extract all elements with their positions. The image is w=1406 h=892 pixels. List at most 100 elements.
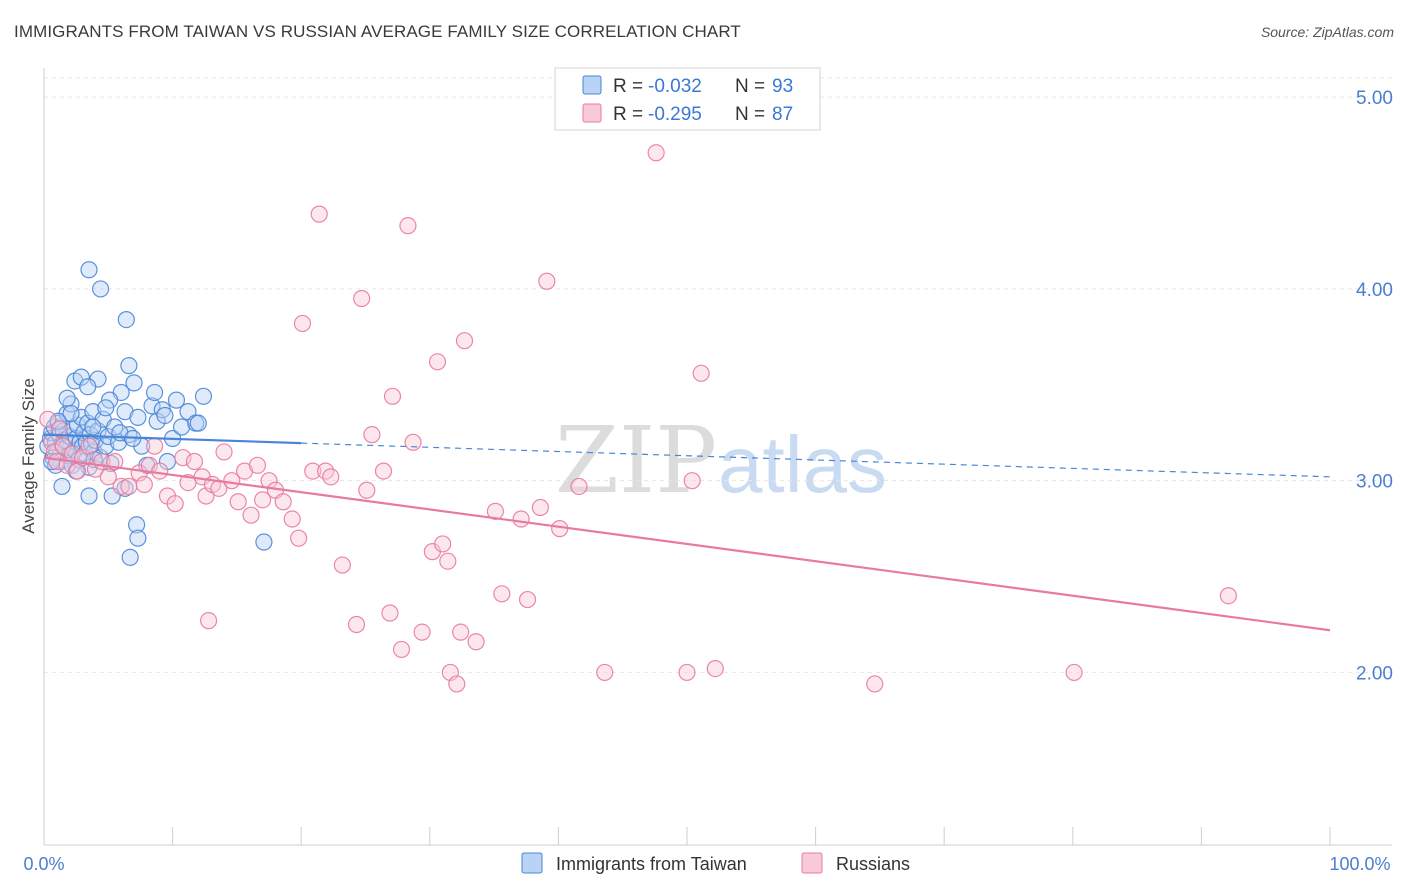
- legend-swatch-taiwan: [582, 75, 602, 95]
- russian-point: [678, 663, 696, 682]
- russian-point: [215, 443, 233, 461]
- russian-point: [383, 387, 402, 405]
- y-tick-label: 5.00: [1356, 88, 1393, 109]
- bottom-legend-russians: Russians: [836, 854, 910, 874]
- legend-swatch-russians: [582, 103, 602, 123]
- series-legend: Immigrants from Taiwan Russians: [521, 852, 910, 874]
- bottom-legend-swatch-russians: [801, 852, 823, 874]
- bottom-legend-taiwan: Immigrants from Taiwan: [556, 854, 747, 874]
- russian-point: [140, 456, 159, 474]
- russian-point: [50, 420, 69, 438]
- taiwan-point: [194, 387, 213, 405]
- russian-point: [229, 493, 247, 511]
- y-tick-label: 3.00: [1356, 472, 1393, 493]
- russian-point: [333, 556, 351, 574]
- russian-point: [185, 452, 204, 471]
- russian-point: [404, 433, 422, 451]
- russian-point: [1219, 587, 1238, 605]
- axes: 2.00 3.00 4.00 5.00 0.0% 100.0%: [23, 68, 1393, 874]
- taiwan-trend-solid: [43, 433, 302, 445]
- legend-r-russians: -0.295: [648, 104, 702, 125]
- russian-point: [283, 510, 301, 528]
- taiwan-point: [143, 397, 161, 415]
- russian-point: [99, 468, 117, 486]
- russian-point: [39, 410, 57, 428]
- legend-r-label-russians: R =: [613, 104, 643, 125]
- taiwan-point: [129, 529, 147, 547]
- taiwan-point: [120, 357, 138, 375]
- russian-point: [596, 663, 614, 682]
- russian-point: [304, 462, 322, 480]
- russian-point: [200, 612, 218, 630]
- russian-point: [353, 289, 371, 308]
- correlation-legend: R = -0.032 N = 93 R = -0.295 N = 87: [554, 67, 821, 131]
- russian-point: [293, 314, 312, 333]
- taiwan-point: [255, 533, 273, 551]
- x-tick-label-max: 100.0%: [1329, 854, 1390, 874]
- legend-n-label-taiwan: N =: [735, 76, 765, 97]
- russian-point: [310, 205, 328, 223]
- gridlines: [44, 77, 1392, 673]
- russian-point: [493, 585, 511, 603]
- russian-point: [223, 472, 241, 490]
- russian-point: [120, 477, 138, 496]
- watermark-zip: ZIP: [555, 407, 717, 514]
- taiwan-point: [80, 261, 98, 279]
- taiwan-point: [62, 404, 80, 423]
- taiwan-point: [156, 406, 174, 425]
- taiwan-point: [58, 389, 76, 407]
- russian-point: [381, 604, 399, 622]
- taiwan-point: [121, 548, 139, 566]
- russian-trend: [43, 456, 1331, 632]
- russian-point: [363, 426, 381, 444]
- y-tick-label: 4.00: [1356, 280, 1393, 301]
- russian-point: [151, 462, 169, 480]
- russian-point: [448, 675, 466, 693]
- russian-point: [570, 477, 588, 496]
- taiwan-point: [72, 368, 90, 386]
- russian-point: [647, 144, 665, 162]
- russian-point: [248, 456, 267, 474]
- taiwan-point: [189, 414, 207, 432]
- russian-point: [439, 552, 457, 570]
- taiwan-point: [79, 378, 97, 396]
- legend-n-label-russians: N =: [735, 104, 765, 125]
- russian-point: [486, 502, 504, 520]
- russian-point: [374, 462, 393, 480]
- russian-point: [467, 633, 485, 651]
- taiwan-point: [127, 516, 146, 534]
- y-tick-label: 2.00: [1356, 663, 1393, 684]
- russian-point: [692, 364, 710, 382]
- russian-point: [683, 472, 701, 490]
- taiwan-point: [173, 418, 191, 436]
- russian-point: [538, 272, 556, 290]
- russian-point: [434, 535, 452, 553]
- legend-r-taiwan: -0.032: [648, 76, 702, 97]
- taiwan-point: [117, 311, 135, 329]
- trend-lines: [43, 433, 1331, 632]
- russian-point: [347, 615, 366, 634]
- taiwan-point: [53, 477, 71, 496]
- russian-point: [80, 437, 98, 455]
- taiwan-point: [167, 391, 186, 409]
- y-axis-label: Average Family Size: [19, 378, 38, 534]
- source-credit: Source: ZipAtlas.com: [1260, 24, 1394, 40]
- russian-point: [145, 437, 164, 455]
- legend-r-label-taiwan: R =: [613, 76, 643, 97]
- taiwan-point: [84, 418, 102, 436]
- taiwan-point: [91, 280, 110, 298]
- taiwan-points: [39, 261, 273, 566]
- taiwan-point: [145, 383, 164, 402]
- watermark-atlas: atlas: [718, 420, 887, 509]
- russian-point: [455, 332, 474, 350]
- russian-point: [274, 493, 292, 511]
- taiwan-point: [129, 408, 147, 426]
- legend-n-taiwan: 93: [772, 76, 793, 97]
- russian-point: [531, 498, 549, 517]
- taiwan-point: [125, 374, 143, 392]
- russian-point: [242, 506, 260, 524]
- russian-point: [290, 529, 308, 547]
- russian-point: [428, 353, 447, 371]
- russian-point: [399, 217, 417, 235]
